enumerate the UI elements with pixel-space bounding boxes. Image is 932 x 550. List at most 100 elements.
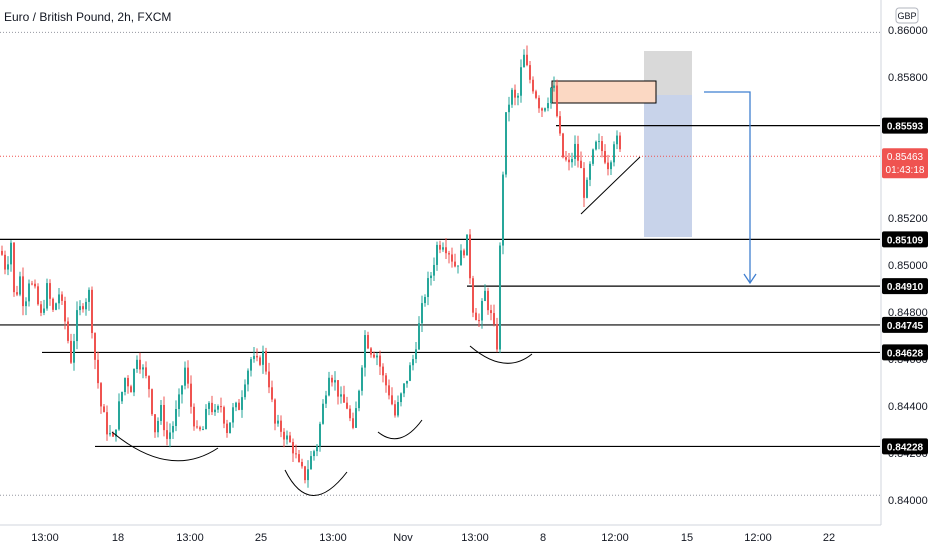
candle-body <box>436 244 438 265</box>
candle-body <box>481 300 483 321</box>
candle-body <box>166 430 168 439</box>
candle-body <box>97 359 99 384</box>
candle-body <box>232 407 234 423</box>
candle-body <box>199 427 201 430</box>
time-tick-label: 12:00 <box>601 532 629 544</box>
resistance-zone <box>551 80 657 104</box>
candle-body <box>604 151 606 163</box>
candle-body <box>547 103 549 109</box>
candle-body <box>583 168 585 198</box>
candle-body <box>475 312 477 321</box>
candle-body <box>586 179 588 198</box>
candle-body <box>214 409 216 413</box>
candle-body <box>40 304 42 313</box>
candle-body <box>472 278 474 313</box>
candle-body <box>256 355 258 358</box>
candle-body <box>325 395 327 404</box>
dotted-price-lines <box>0 31 880 496</box>
candle-body <box>556 85 558 117</box>
candle-body <box>574 143 576 159</box>
candle-body <box>508 104 510 113</box>
candle-body <box>343 394 345 403</box>
candle-body <box>541 108 543 111</box>
candle-body <box>331 377 333 383</box>
candle-body <box>49 283 51 299</box>
price-tick-label: 0.85200 <box>888 213 928 225</box>
curve-2 <box>284 469 348 496</box>
candle-body <box>367 335 369 349</box>
candle-body <box>94 333 96 360</box>
candle-series <box>1 45 621 488</box>
candle-body <box>298 454 300 462</box>
current-price-label: 0.85463 <box>887 152 924 163</box>
candle-body <box>361 367 363 391</box>
candle-body <box>208 402 210 409</box>
candle-body <box>601 141 603 152</box>
arrow-path <box>704 91 751 282</box>
candle-body <box>379 355 381 367</box>
candle-body <box>385 375 387 386</box>
candle-body <box>184 367 186 386</box>
level-label-bg <box>882 117 928 134</box>
candle-body <box>544 108 546 111</box>
candle-body <box>46 283 48 309</box>
candle-body <box>205 408 207 430</box>
price-level-labels: 0.85593 0.85109 0.84910 0.84745 0.84628 0.842… <box>882 117 928 455</box>
candle-body <box>358 390 360 409</box>
candle-body <box>136 359 138 370</box>
candle-body <box>607 162 609 170</box>
candle-body <box>562 133 564 158</box>
candle-body <box>109 433 111 435</box>
candle-body <box>142 367 144 370</box>
candle-body <box>163 404 165 431</box>
candle-body <box>448 253 450 255</box>
candle-body <box>106 412 108 435</box>
candle-body <box>529 65 531 80</box>
candle-body <box>328 377 330 396</box>
currency-badge[interactable] <box>895 7 919 24</box>
candle-body <box>37 286 39 305</box>
candle-body <box>283 431 285 440</box>
candle-body <box>445 247 447 254</box>
candle-body <box>70 340 72 363</box>
candle-body <box>13 242 15 293</box>
candle-body <box>73 341 75 363</box>
candle-body <box>598 141 600 143</box>
candle-body <box>280 420 282 432</box>
candle-body <box>463 250 465 256</box>
candle-body <box>307 469 309 481</box>
candle-body <box>559 116 561 134</box>
candle-body <box>469 234 471 279</box>
candle-body <box>451 254 453 262</box>
candle-body <box>235 402 237 408</box>
price-tick-label: 0.86000 <box>888 25 928 37</box>
candle-body <box>313 451 315 457</box>
candle-body <box>274 399 276 424</box>
candle-body <box>139 359 141 370</box>
candle-body <box>7 264 9 270</box>
candle-body <box>259 357 261 365</box>
level-label: 0.84628 <box>887 348 924 359</box>
candle-body <box>553 85 555 88</box>
candle-body <box>403 383 405 394</box>
candle-body <box>388 385 390 396</box>
candle-body <box>532 79 534 92</box>
time-tick-label: 25 <box>255 532 267 544</box>
candle-body <box>322 403 324 424</box>
time-tick-label: 22 <box>823 532 835 544</box>
level-label: 0.85593 <box>887 122 924 133</box>
horizontal-levels <box>0 125 880 448</box>
candle-body <box>349 408 351 419</box>
candle-body <box>589 163 591 180</box>
candle-body <box>10 242 12 265</box>
candle-body <box>304 466 306 481</box>
candle-body <box>616 135 618 145</box>
candle-body <box>220 406 222 408</box>
candle-body <box>499 245 501 350</box>
candle-body <box>244 384 246 398</box>
candle-body <box>496 324 498 350</box>
candle-body <box>580 160 582 169</box>
time-tick-label: 13:00 <box>461 532 489 544</box>
time-tick-label: 8 <box>540 532 546 544</box>
